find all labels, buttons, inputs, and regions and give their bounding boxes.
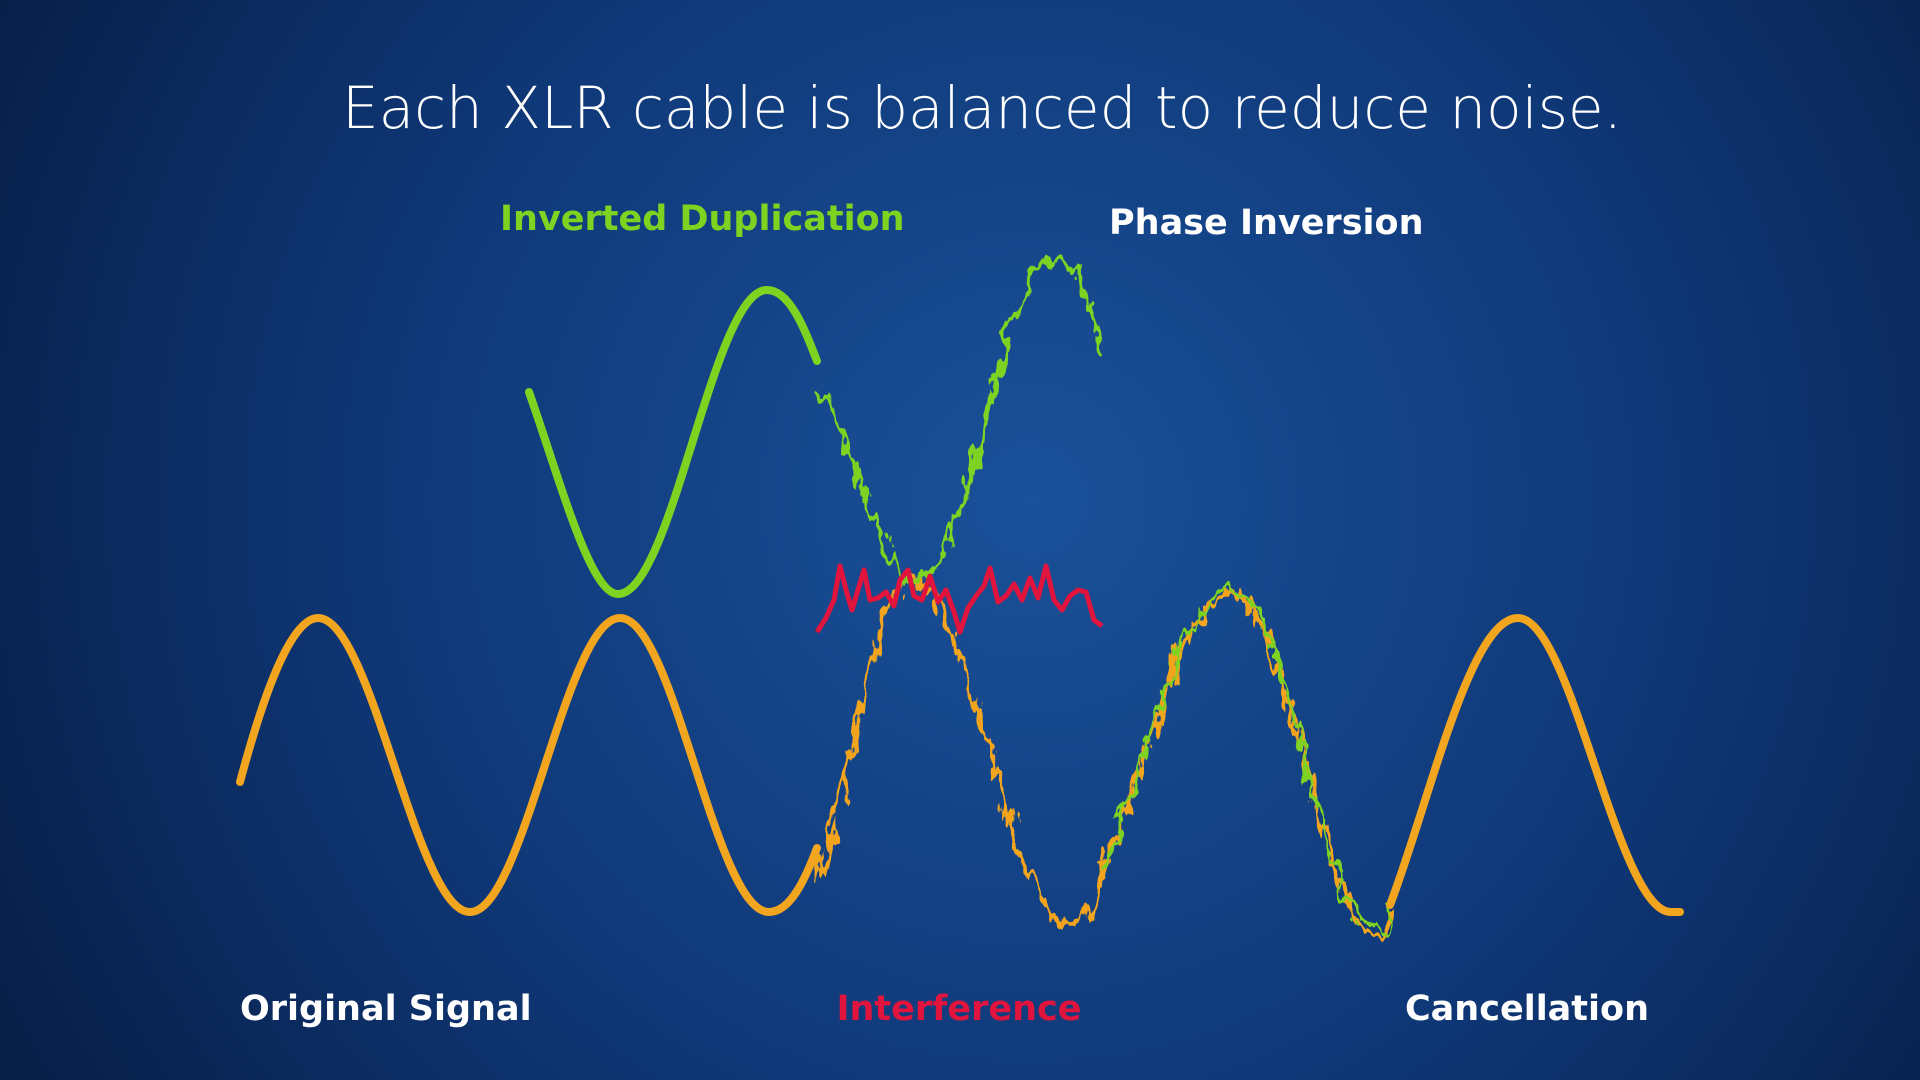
cancellation-wave (1386, 613, 1684, 916)
label-inverted-duplication: Inverted Duplication (500, 199, 905, 239)
original-wave (236, 613, 821, 917)
interference-wave (814, 563, 1104, 635)
combined-green (1100, 587, 1394, 935)
inverted-wave (525, 285, 821, 599)
noisy-inverted (815, 254, 1105, 583)
label-original-signal: Original Signal (240, 989, 532, 1029)
noisy-original (814, 577, 1105, 928)
label-cancellation: Cancellation (1405, 989, 1649, 1029)
label-interference: Interference (836, 989, 1081, 1029)
label-phase-inversion: Phase Inversion (1109, 203, 1424, 243)
title: Each XLR cable is balanced to reduce noi… (342, 74, 1622, 142)
